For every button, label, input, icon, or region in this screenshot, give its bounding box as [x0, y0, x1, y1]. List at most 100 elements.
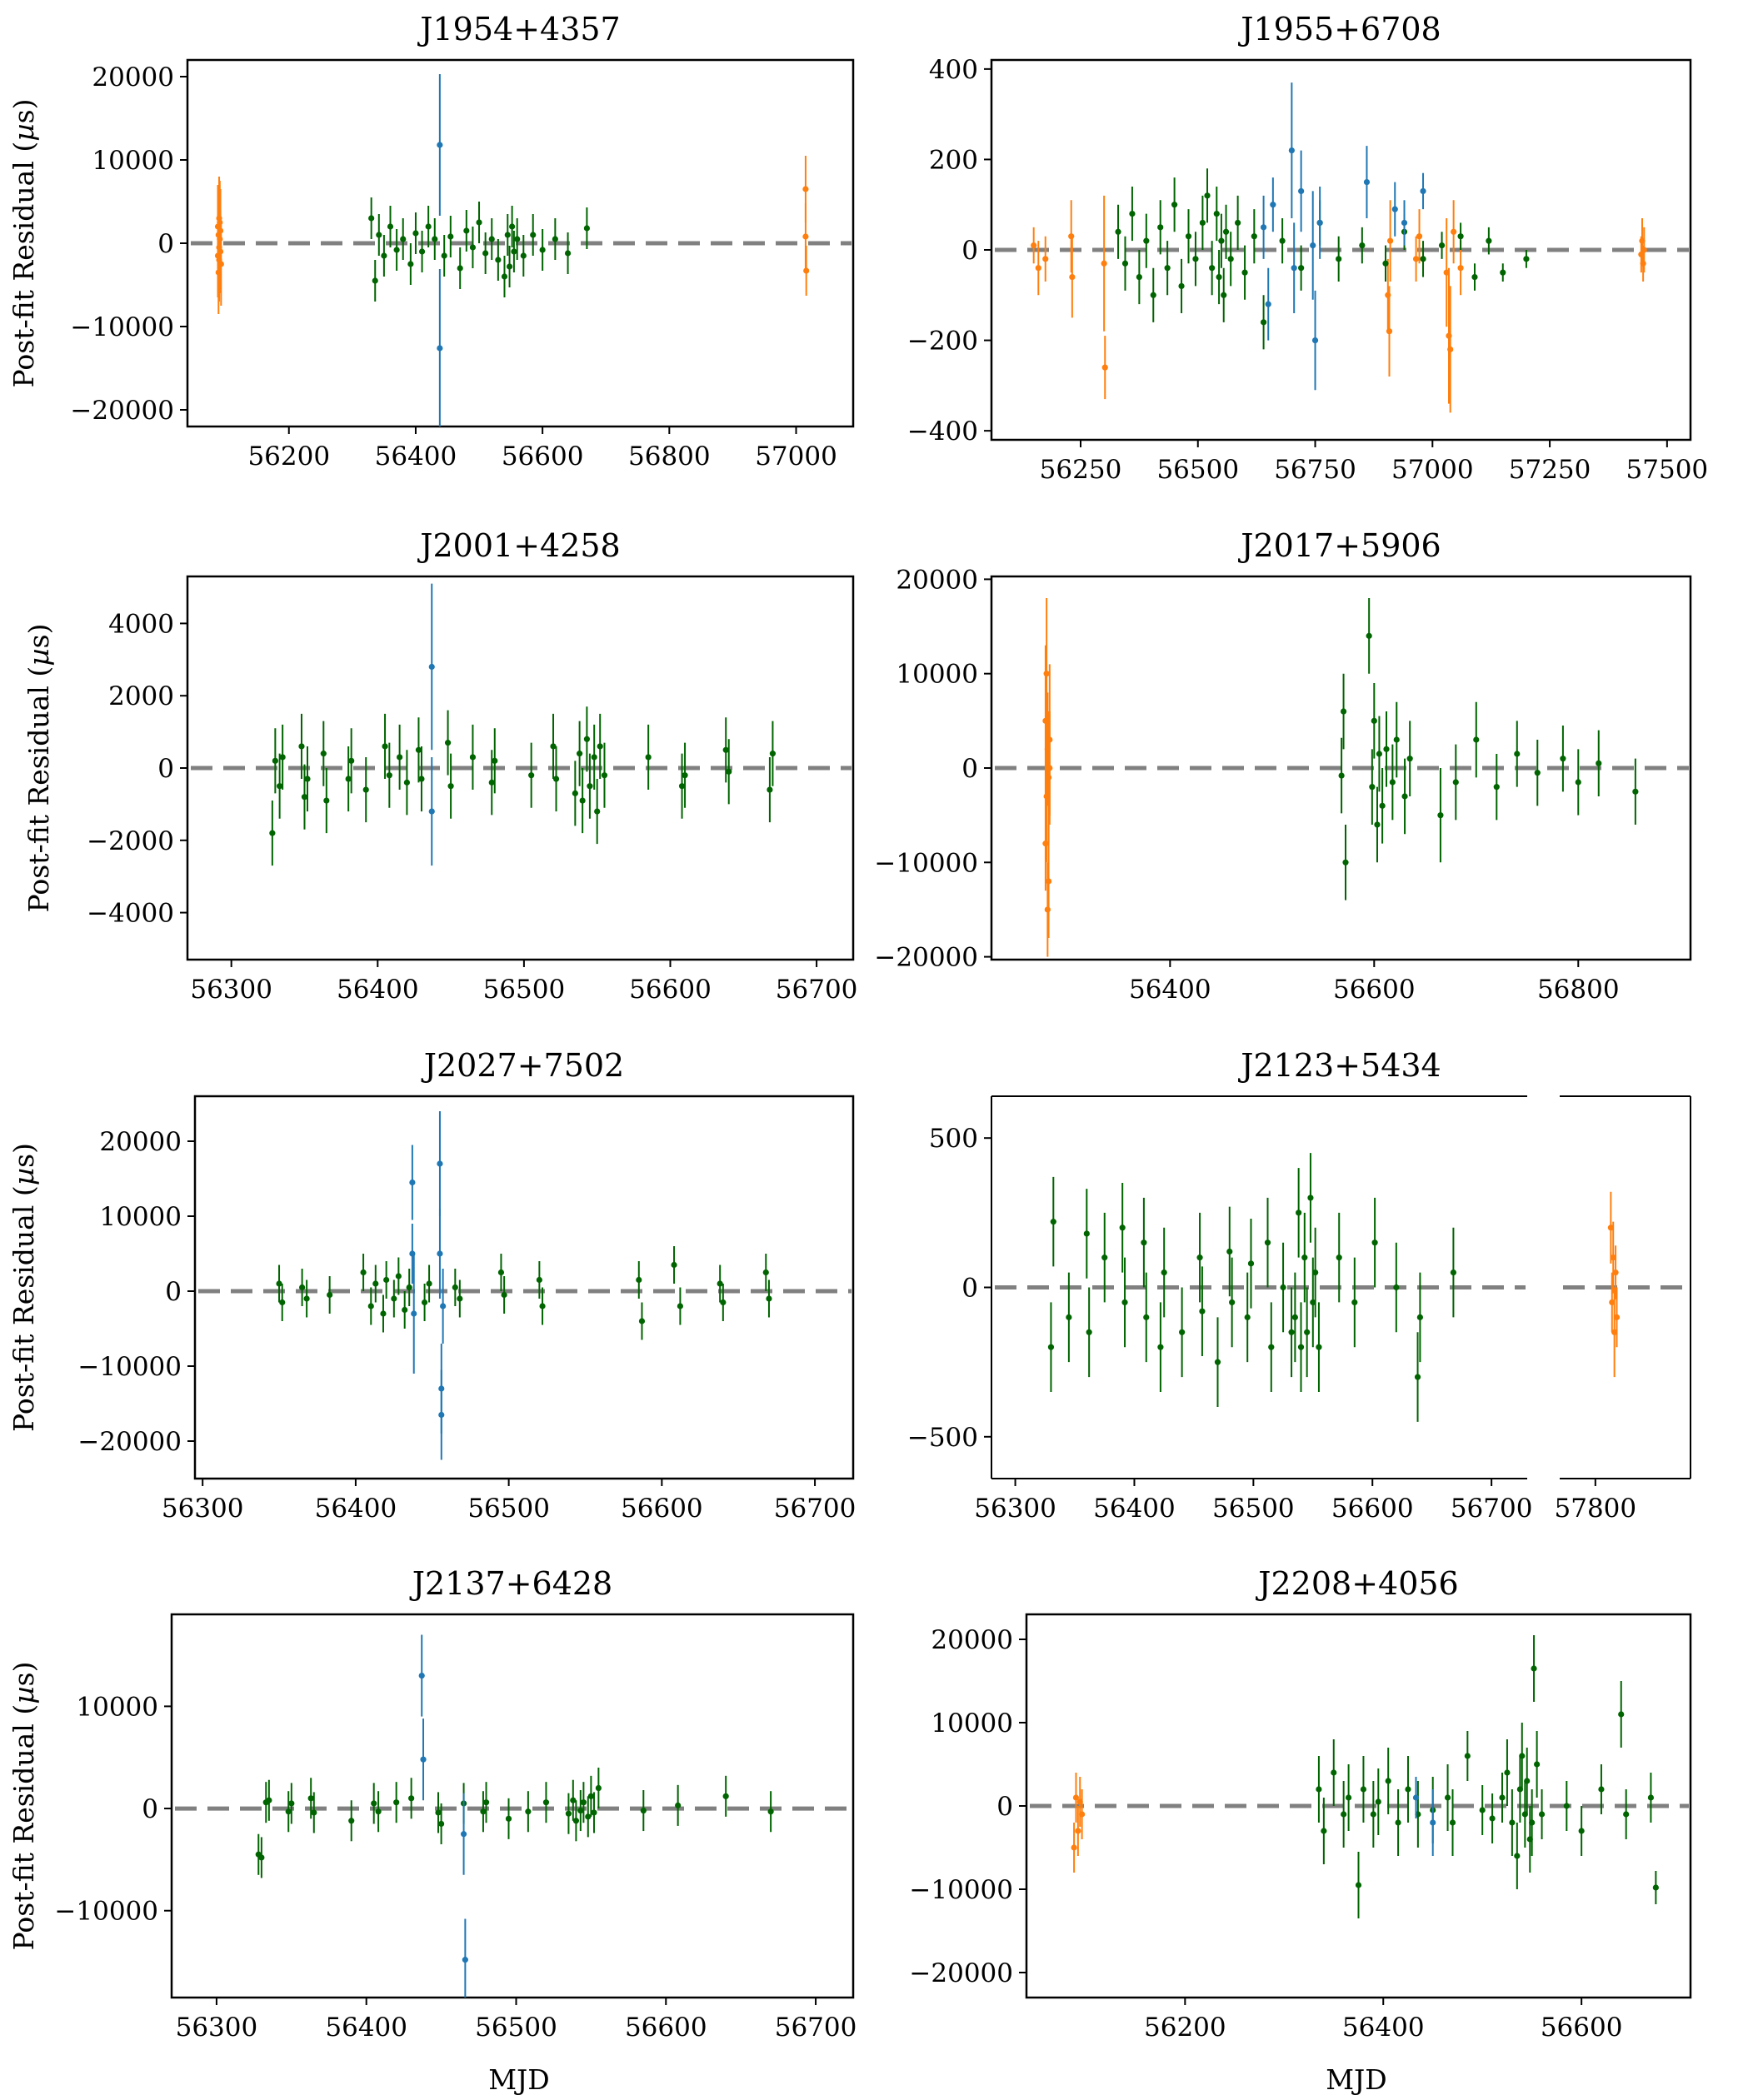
data-point	[591, 754, 597, 761]
y-tick-label: −10000	[54, 1897, 158, 1927]
data-point	[348, 757, 355, 764]
data-point	[495, 257, 502, 263]
data-point	[572, 790, 578, 796]
y-tick-label: −10000	[909, 1875, 1013, 1905]
data-point	[1045, 774, 1052, 781]
data-point	[1297, 1344, 1305, 1350]
panel-title: J2137+6428	[409, 1565, 613, 1602]
data-point	[1531, 1665, 1537, 1672]
data-point	[380, 1310, 387, 1317]
x-tick-label: 56700	[776, 975, 858, 1005]
data-point	[1450, 1269, 1457, 1276]
data-point	[1086, 1329, 1092, 1335]
y-axis-label: Post-fit Residual (µs)	[7, 1662, 40, 1951]
data-point	[432, 236, 438, 242]
data-point	[299, 1284, 306, 1291]
y-tick-label: −20000	[70, 396, 174, 426]
x-tick-label: 56500	[483, 975, 566, 1005]
data-point	[393, 1799, 400, 1806]
y-tick-label: 0	[157, 754, 174, 784]
data-point	[1310, 1299, 1316, 1306]
data-point	[1351, 1299, 1358, 1306]
panel-title: J2001+4258	[417, 527, 621, 564]
data-point	[585, 1813, 592, 1820]
data-point	[671, 1261, 677, 1269]
x-tick-label: 56700	[775, 2013, 857, 2043]
data-point	[1519, 1753, 1526, 1759]
data-point	[1179, 1329, 1186, 1335]
data-point	[400, 236, 407, 242]
data-point	[1178, 282, 1185, 290]
data-point	[1493, 784, 1500, 791]
data-point	[505, 1815, 512, 1822]
data-point	[428, 808, 435, 815]
data-point	[462, 1957, 468, 1963]
data-point	[514, 236, 521, 242]
data-point	[1382, 260, 1389, 267]
data-point	[565, 1810, 572, 1817]
data-point	[597, 743, 603, 750]
data-point	[415, 746, 422, 753]
data-point	[1451, 228, 1457, 235]
data-point	[482, 1799, 490, 1806]
data-point	[717, 1280, 723, 1287]
data-point	[411, 1310, 417, 1317]
data-point	[1101, 364, 1108, 371]
data-point	[269, 830, 276, 836]
data-point	[426, 1280, 432, 1287]
data-point	[1157, 224, 1164, 231]
data-point	[1199, 219, 1206, 227]
data-point	[1618, 1711, 1625, 1718]
data-point	[645, 754, 652, 761]
data-point	[1143, 1314, 1150, 1320]
data-point	[391, 1295, 397, 1302]
data-point	[1489, 1815, 1496, 1822]
data-point	[587, 783, 593, 790]
y-tick-label: 0	[961, 1274, 978, 1304]
data-point	[1301, 1255, 1308, 1261]
data-point	[1229, 1299, 1236, 1306]
data-point	[1101, 260, 1107, 267]
data-point	[1385, 1778, 1391, 1784]
data-point	[636, 1276, 642, 1284]
x-tick-label: 56750	[1274, 455, 1356, 485]
data-point	[482, 250, 489, 257]
data-point	[1500, 269, 1506, 276]
data-point	[1218, 237, 1225, 244]
data-point	[570, 1797, 577, 1803]
data-point	[408, 1795, 415, 1802]
y-tick-label: 10000	[896, 660, 978, 690]
data-point	[480, 1808, 487, 1815]
data-point	[572, 1818, 580, 1824]
data-point	[323, 797, 330, 804]
data-point	[1395, 1819, 1401, 1826]
data-point	[1042, 840, 1049, 847]
data-point	[402, 1306, 408, 1314]
data-point	[403, 779, 411, 786]
data-point	[1369, 784, 1376, 791]
data-point	[360, 1269, 367, 1276]
data-point	[1141, 1240, 1147, 1246]
data-point	[767, 786, 773, 793]
data-point	[311, 1809, 317, 1816]
x-tick-label: 56250	[1040, 455, 1122, 485]
data-point	[1119, 1225, 1126, 1231]
data-point	[345, 776, 352, 782]
data-point	[272, 757, 278, 764]
data-point	[1613, 1314, 1621, 1320]
y-tick-label: 0	[996, 1792, 1013, 1822]
data-point	[1342, 859, 1349, 865]
data-point	[583, 736, 591, 742]
data-point	[425, 223, 432, 230]
x-tick-label: 56700	[1451, 1494, 1533, 1524]
data-point	[726, 768, 732, 775]
data-point	[304, 776, 311, 782]
y-tick-label: 400	[929, 55, 978, 85]
x-tick-label: 56300	[974, 1494, 1056, 1524]
data-point	[1575, 779, 1581, 786]
x-tick-label: 56300	[176, 2013, 258, 2043]
data-point	[720, 1299, 727, 1306]
y-tick-label: −10000	[77, 1352, 182, 1382]
data-point	[1121, 260, 1129, 267]
data-point	[1331, 1769, 1337, 1776]
